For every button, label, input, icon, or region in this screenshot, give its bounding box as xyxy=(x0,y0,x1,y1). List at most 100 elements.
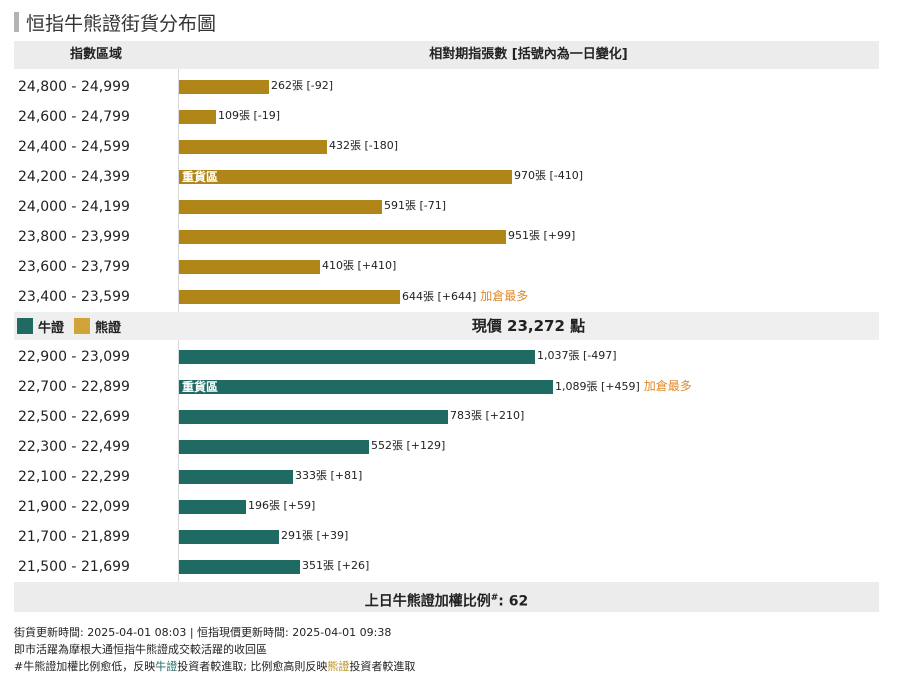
bear-value-label: 262張 [-92] xyxy=(271,78,333,94)
legend-bull: 牛證 xyxy=(17,317,64,336)
legend-bear-label: 熊證 xyxy=(95,320,122,336)
bear-range-label: 24,800 - 24,999 xyxy=(18,79,130,95)
bull-value-label: 291張 [+39] xyxy=(281,528,348,544)
bull-value-label: 783張 [+210] xyxy=(450,408,524,424)
bull-value-label: 196張 [+59] xyxy=(248,498,315,514)
legend: 牛證 熊證 xyxy=(17,312,131,340)
bull-bar xyxy=(179,470,293,484)
bear-bar xyxy=(179,140,327,154)
most-added-tag: 加倉最多 xyxy=(480,289,529,303)
bull-value-label: 552張 [+129] xyxy=(371,438,445,454)
bull-row: 21,500 - 21,699 351張 [+26] xyxy=(14,551,879,581)
bear-row: 24,800 - 24,999 262張 [-92] xyxy=(14,71,879,101)
footer-note-active: 即市活躍為摩根大通恒指牛熊證成交較活躍的收回區 xyxy=(14,643,267,656)
heavy-zone-tag: 重貨區 xyxy=(182,380,219,394)
bull-value-text: 351張 [+26] xyxy=(302,559,370,572)
title-text: 恒指牛熊證街貨分布圖 xyxy=(26,12,217,35)
footer-note-ratio: #牛熊證加權比例愈低，反映牛證投資者較進取; 比例愈高則反映熊證投資者較進取 xyxy=(14,658,415,674)
bear-row: 24,000 - 24,199 591張 [-71] xyxy=(14,191,879,221)
footer-note-part2: 投資者較進取; 比例愈高則反映 xyxy=(177,660,328,673)
bull-bar xyxy=(179,440,369,454)
bear-range-label: 24,600 - 24,799 xyxy=(18,109,130,125)
bull-range-label: 22,100 - 22,299 xyxy=(18,469,130,485)
bear-bar xyxy=(179,80,269,94)
bull-value-label: 1,037張 [-497] xyxy=(537,348,617,364)
bear-value-label: 951張 [+99] xyxy=(508,228,575,244)
page-title: 恒指牛熊證街貨分布圖 xyxy=(14,10,217,35)
bear-value-label: 410張 [+410] xyxy=(322,258,396,274)
bull-value-text: 196張 [+59] xyxy=(248,499,316,512)
bull-bar xyxy=(179,350,535,364)
bull-range-label: 22,500 - 22,699 xyxy=(18,409,130,425)
bull-value-text: 783張 [+210] xyxy=(450,409,525,422)
footer-update-times: 街貨更新時間: 2025-04-01 08:03 | 恒指現價更新時間: 202… xyxy=(14,626,392,639)
column-divider-top xyxy=(178,69,179,312)
bear-row: 24,600 - 24,799 109張 [-19] xyxy=(14,101,879,131)
bear-value-label: 970張 [-410] xyxy=(514,168,583,184)
table-header: 指數區域 相對期指張數 [括號內為一日變化] xyxy=(14,41,879,69)
bear-value-label: 644張 [+644] 加倉最多 xyxy=(402,288,528,304)
bear-value-text: 970張 [-410] xyxy=(514,169,584,182)
weighted-ratio: 上日牛熊證加權比例#: 62 xyxy=(14,582,879,612)
footer-note-part3: 投資者較進取 xyxy=(349,660,416,673)
bear-range-label: 23,600 - 23,799 xyxy=(18,259,130,275)
bear-row: 24,200 - 24,399 重貨區 970張 [-410] xyxy=(14,161,879,191)
bull-value-text: 333張 [+81] xyxy=(295,469,363,482)
bear-value-text: 591張 [-71] xyxy=(384,199,447,212)
bear-row: 23,600 - 23,799 410張 [+410] xyxy=(14,251,879,281)
title-marker xyxy=(14,12,19,32)
bear-value-text: 432張 [-180] xyxy=(329,139,399,152)
bear-value-text: 410張 [+410] xyxy=(322,259,397,272)
bear-value-text: 951張 [+99] xyxy=(508,229,576,242)
bull-bar: 重貨區 xyxy=(179,380,553,394)
bull-value-text: 552張 [+129] xyxy=(371,439,446,452)
bull-value-label: 1,089張 [+459] 加倉最多 xyxy=(555,378,692,394)
bear-range-label: 24,400 - 24,599 xyxy=(18,139,130,155)
bull-range-label: 22,900 - 23,099 xyxy=(18,349,130,365)
legend-bull-swatch xyxy=(17,318,33,334)
bear-value-label: 109張 [-19] xyxy=(218,108,280,124)
current-price: 現價 23,272 點 xyxy=(471,317,586,335)
bull-bar xyxy=(179,560,300,574)
bear-value-label: 432張 [-180] xyxy=(329,138,398,154)
bear-bar xyxy=(179,260,320,274)
bull-bar xyxy=(179,530,279,544)
bear-bar xyxy=(179,200,382,214)
bull-row: 22,500 - 22,699 783張 [+210] xyxy=(14,401,879,431)
price-band: 牛證 熊證 現價 23,272 點 xyxy=(14,312,879,340)
bull-bar xyxy=(179,410,448,424)
bull-range-label: 21,900 - 22,099 xyxy=(18,499,130,515)
bear-value-text: 109張 [-19] xyxy=(218,109,281,122)
bear-value-text: 644張 [+644] xyxy=(402,290,477,303)
bull-bar xyxy=(179,500,246,514)
bull-row: 22,300 - 22,499 552張 [+129] xyxy=(14,431,879,461)
bear-bar xyxy=(179,110,216,124)
bear-row: 23,400 - 23,599 644張 [+644] 加倉最多 xyxy=(14,281,879,311)
most-added-tag: 加倉最多 xyxy=(643,379,692,393)
bear-bar xyxy=(179,290,400,304)
bull-value-text: 1,037張 [-497] xyxy=(537,349,617,362)
bull-value-text: 291張 [+39] xyxy=(281,529,349,542)
bull-value-text: 1,089張 [+459] xyxy=(555,380,640,393)
bear-row: 23,800 - 23,999 951張 [+99] xyxy=(14,221,879,251)
heavy-zone-tag: 重貨區 xyxy=(182,170,219,184)
bear-range-label: 24,000 - 24,199 xyxy=(18,199,130,215)
bull-value-label: 333張 [+81] xyxy=(295,468,362,484)
bull-range-label: 22,300 - 22,499 xyxy=(18,439,130,455)
bear-value-label: 591張 [-71] xyxy=(384,198,446,214)
bull-row: 21,900 - 22,099 196張 [+59] xyxy=(14,491,879,521)
legend-bear: 熊證 xyxy=(74,317,121,336)
bull-range-label: 22,700 - 22,899 xyxy=(18,379,130,395)
bull-range-label: 21,500 - 21,699 xyxy=(18,559,130,575)
header-contracts: 相對期指張數 [括號內為一日變化] xyxy=(429,47,628,62)
footer-note-bull: 牛證 xyxy=(155,660,178,673)
bear-range-label: 23,800 - 23,999 xyxy=(18,229,130,245)
bear-bar xyxy=(179,230,506,244)
header-index-range: 指數區域 xyxy=(69,47,122,62)
bear-range-label: 23,400 - 23,599 xyxy=(18,289,130,305)
bull-range-label: 21,700 - 21,899 xyxy=(18,529,130,545)
bull-row: 22,900 - 23,099 1,037張 [-497] xyxy=(14,341,879,371)
column-divider-bottom xyxy=(178,340,179,582)
bull-row: 22,100 - 22,299 333張 [+81] xyxy=(14,461,879,491)
bear-bar: 重貨區 xyxy=(179,170,512,184)
